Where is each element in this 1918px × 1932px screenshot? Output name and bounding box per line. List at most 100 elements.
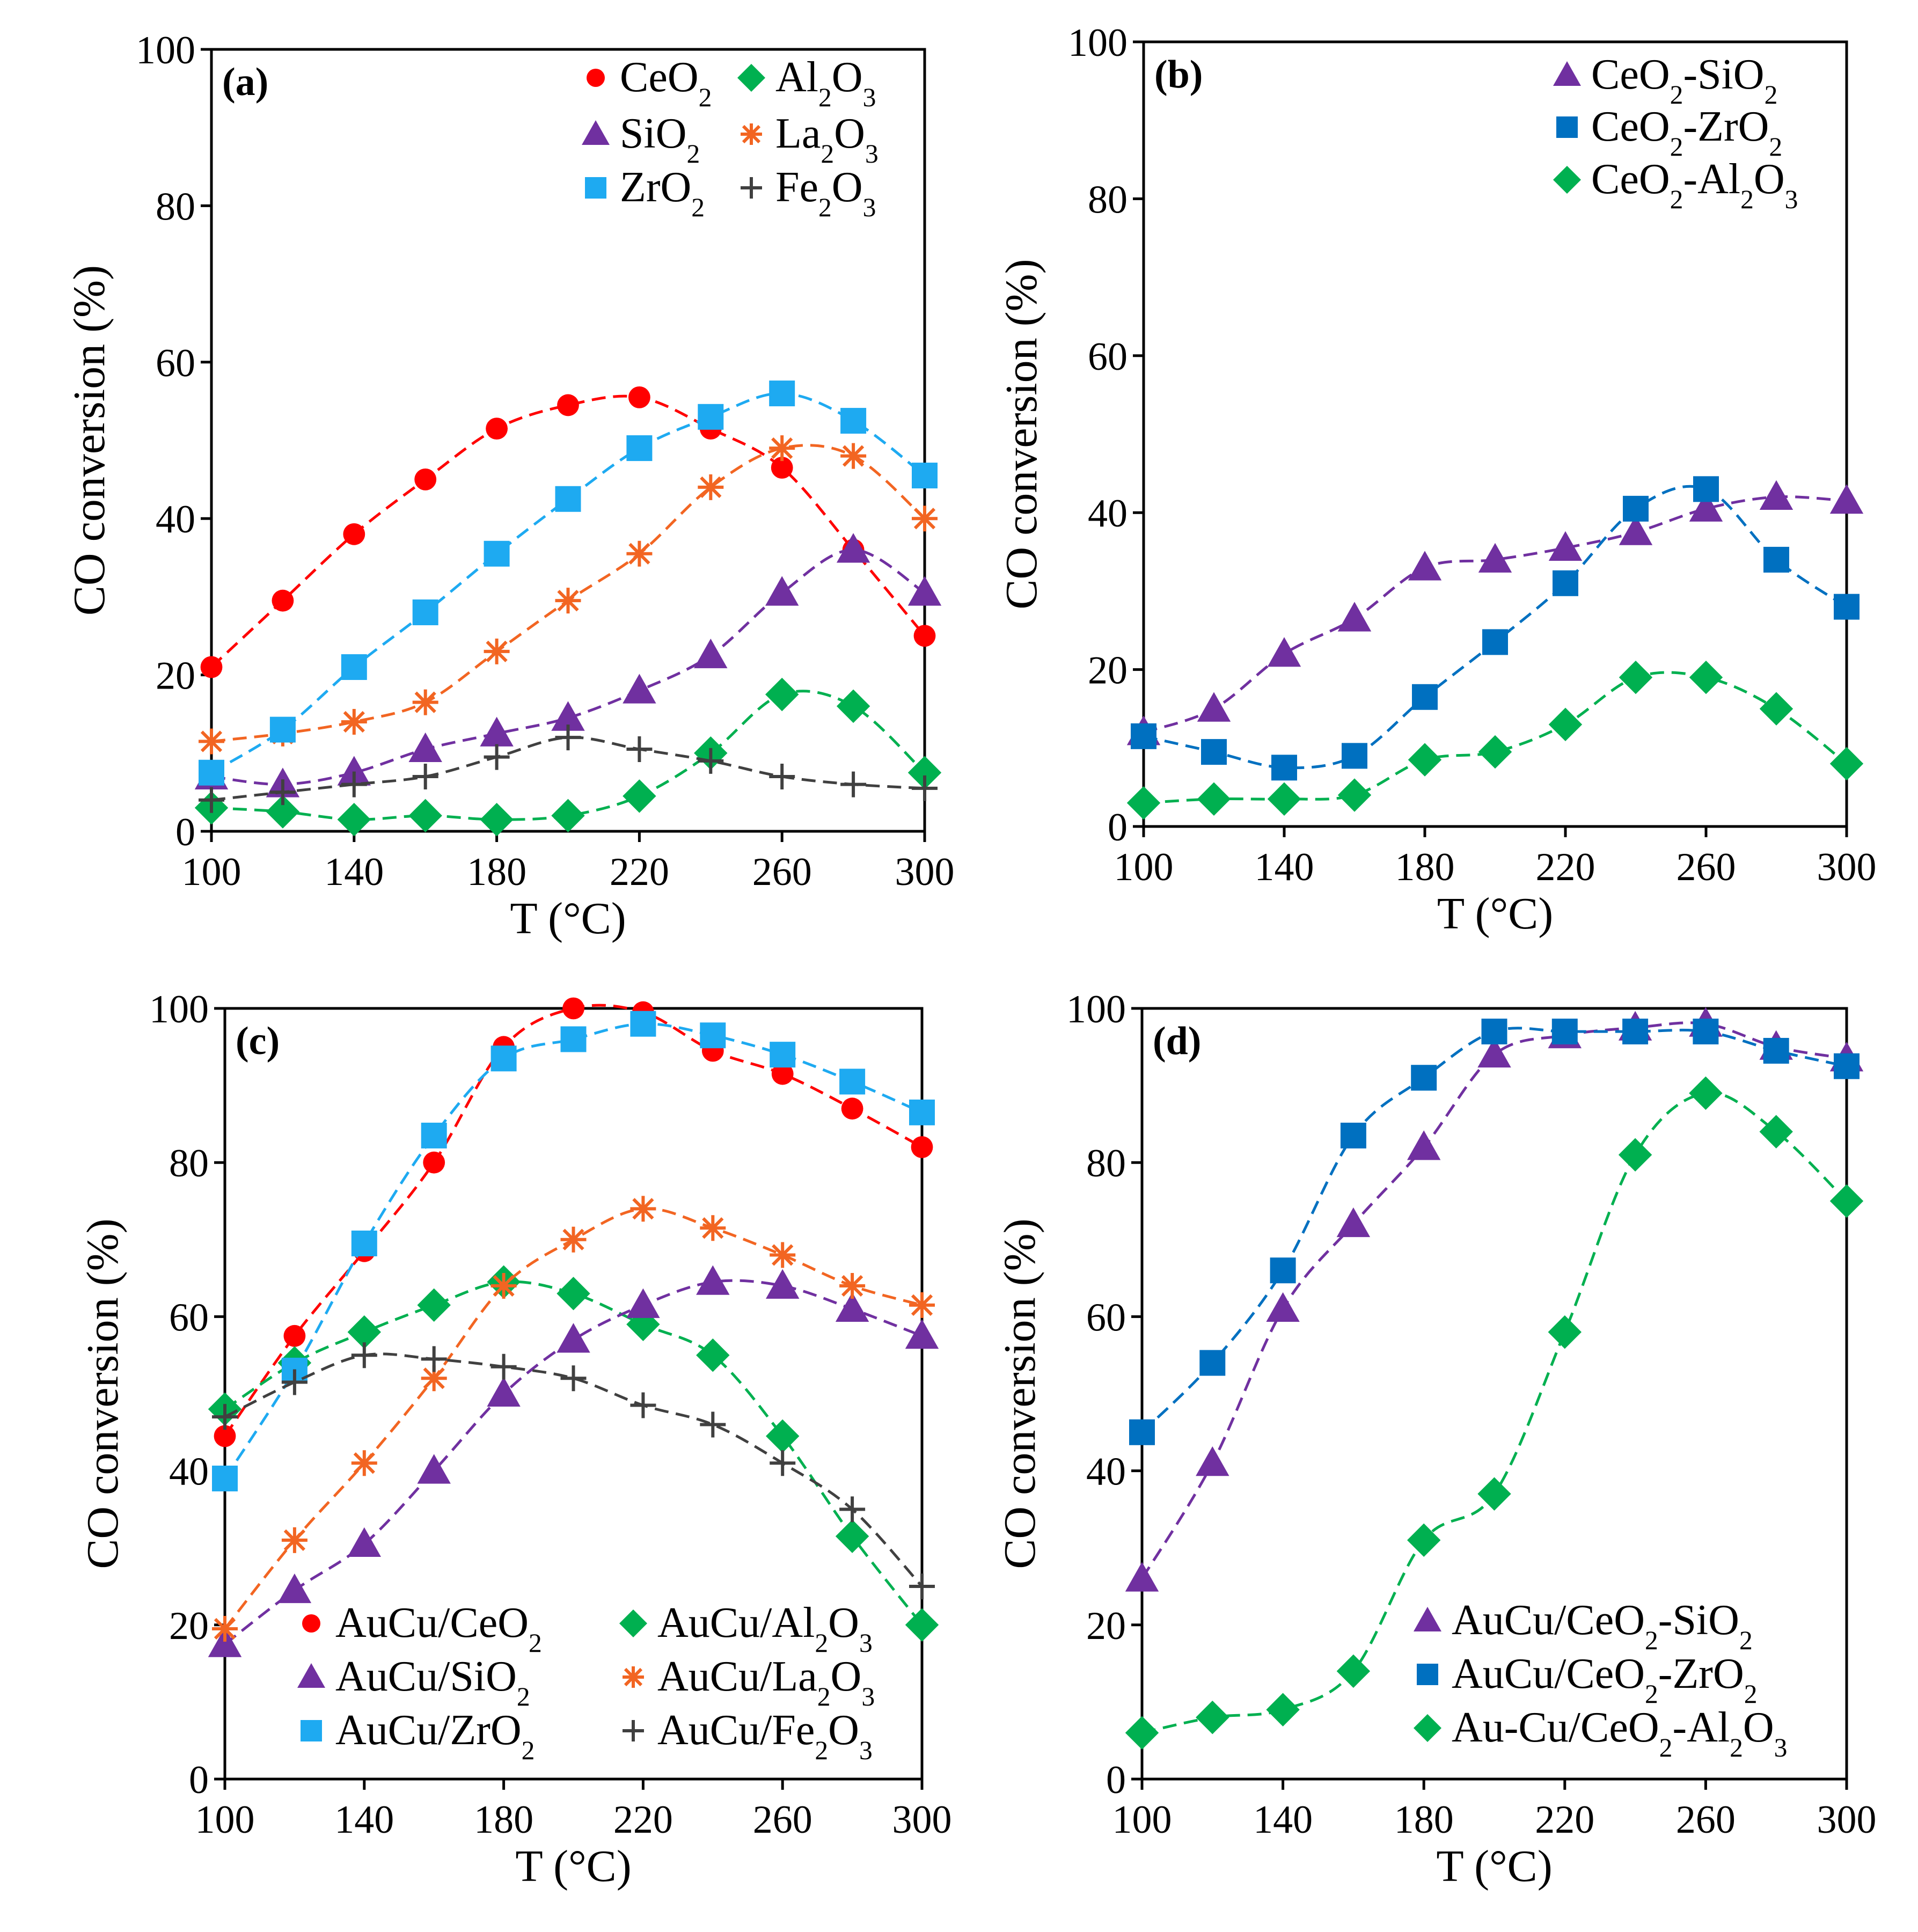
data-point (1199, 1350, 1226, 1376)
y-tick-label: 60 (1086, 1296, 1126, 1340)
y-axis-label: CO conversion (%) (78, 1218, 128, 1569)
data-point (907, 576, 942, 606)
series-line (211, 548, 926, 786)
y-tick-label: 40 (1086, 1450, 1126, 1494)
data-point (557, 394, 579, 416)
data-point (912, 775, 938, 801)
data-point (913, 625, 936, 647)
data-point (421, 1346, 447, 1372)
data-point (840, 443, 867, 469)
legend-marker (1414, 1714, 1441, 1742)
data-point (1548, 531, 1583, 561)
series-line (1141, 1027, 1847, 1433)
series-AuCu/Al2O3 (208, 1265, 939, 1642)
data-point (1551, 1019, 1578, 1045)
data-point (560, 1026, 587, 1052)
data-point (212, 1615, 238, 1642)
data-point (343, 523, 365, 545)
data-point (630, 1392, 656, 1418)
data-point (277, 1573, 312, 1604)
y-tick-label: 0 (1106, 1758, 1126, 1802)
x-tick-label: 220 (613, 1798, 673, 1842)
legend-label: AuCu/Fe2O3 (657, 1707, 873, 1765)
data-point (770, 1042, 796, 1068)
legend-marker (1414, 1607, 1441, 1631)
data-point (1834, 594, 1860, 620)
legend-marker (741, 123, 762, 145)
data-point (696, 1338, 730, 1372)
legend-label: AuCu/CeO2-ZrO2 (1452, 1650, 1758, 1709)
data-point (1759, 692, 1793, 726)
data-point (560, 1226, 587, 1253)
data-point (1553, 570, 1578, 596)
y-tick-label: 60 (156, 341, 195, 385)
data-point (765, 677, 799, 712)
x-axis-label: T (°C) (515, 1841, 631, 1891)
legend-label: CeO2-ZrO2 (1591, 103, 1782, 162)
data-point (557, 1277, 590, 1311)
data-point (551, 799, 585, 833)
data-point (417, 1288, 451, 1322)
data-point (766, 1419, 800, 1453)
plot-frame (1142, 40, 1848, 828)
data-point (1197, 782, 1231, 816)
x-tick-label: 180 (467, 850, 526, 894)
data-point (700, 1215, 726, 1241)
data-point (1622, 1019, 1649, 1045)
data-point (484, 744, 510, 770)
data-point (835, 1519, 869, 1553)
data-point (623, 674, 656, 704)
data-point (1408, 743, 1442, 777)
data-point (771, 1063, 794, 1085)
data-point (266, 795, 300, 829)
legend-marker (582, 120, 610, 145)
legend-label: AuCu/CeO2 (335, 1599, 542, 1658)
y-tick-label: 80 (156, 185, 195, 229)
data-point (1342, 743, 1367, 769)
plot-frame (223, 1007, 924, 1781)
y-axis-label: CO conversion (%) (995, 1218, 1045, 1569)
series-line (1140, 1021, 1847, 1579)
data-point (1619, 661, 1653, 694)
data-point (1759, 480, 1793, 510)
data-point (1548, 1315, 1582, 1349)
y-tick-label: 20 (156, 654, 195, 698)
data-point (909, 1574, 935, 1599)
data-point (351, 1230, 377, 1256)
legend-label: Fe2O3 (775, 164, 876, 222)
series-Au-Cu/CeO2-Al2O3 (1125, 1076, 1864, 1750)
data-point (769, 435, 795, 462)
y-tick-label: 60 (169, 1296, 209, 1340)
data-point (770, 1450, 796, 1476)
data-point (337, 802, 371, 837)
y-tick-label: 20 (1088, 649, 1128, 693)
data-point (696, 1265, 730, 1295)
panel-label: (a) (222, 60, 268, 104)
data-point (341, 771, 367, 797)
data-point (1693, 476, 1719, 502)
data-point (840, 408, 867, 434)
data-point (562, 997, 584, 1020)
legend-marker (623, 1666, 644, 1688)
legend-label: Al2O3 (775, 54, 876, 112)
data-point (487, 1377, 521, 1407)
data-point (484, 638, 510, 664)
legend-label: CeO2-Al2O3 (1591, 156, 1798, 214)
series-CeO2-ZrO2 (1131, 476, 1860, 781)
legend-label: CeO2-SiO2 (1591, 51, 1777, 109)
series-Al2O3 (194, 677, 942, 837)
y-tick-label: 0 (1108, 806, 1128, 850)
panel-label: (c) (236, 1019, 280, 1063)
data-point (836, 689, 870, 723)
x-tick-label: 100 (1112, 1798, 1172, 1842)
x-tick-label: 300 (895, 850, 955, 894)
data-point (769, 380, 795, 407)
data-point (480, 716, 514, 747)
data-point (214, 1425, 236, 1447)
data-point (199, 787, 224, 813)
data-point (423, 1151, 445, 1174)
data-point (1689, 661, 1723, 694)
data-point (1477, 1477, 1511, 1511)
data-point (337, 756, 371, 786)
data-point (212, 1404, 238, 1430)
